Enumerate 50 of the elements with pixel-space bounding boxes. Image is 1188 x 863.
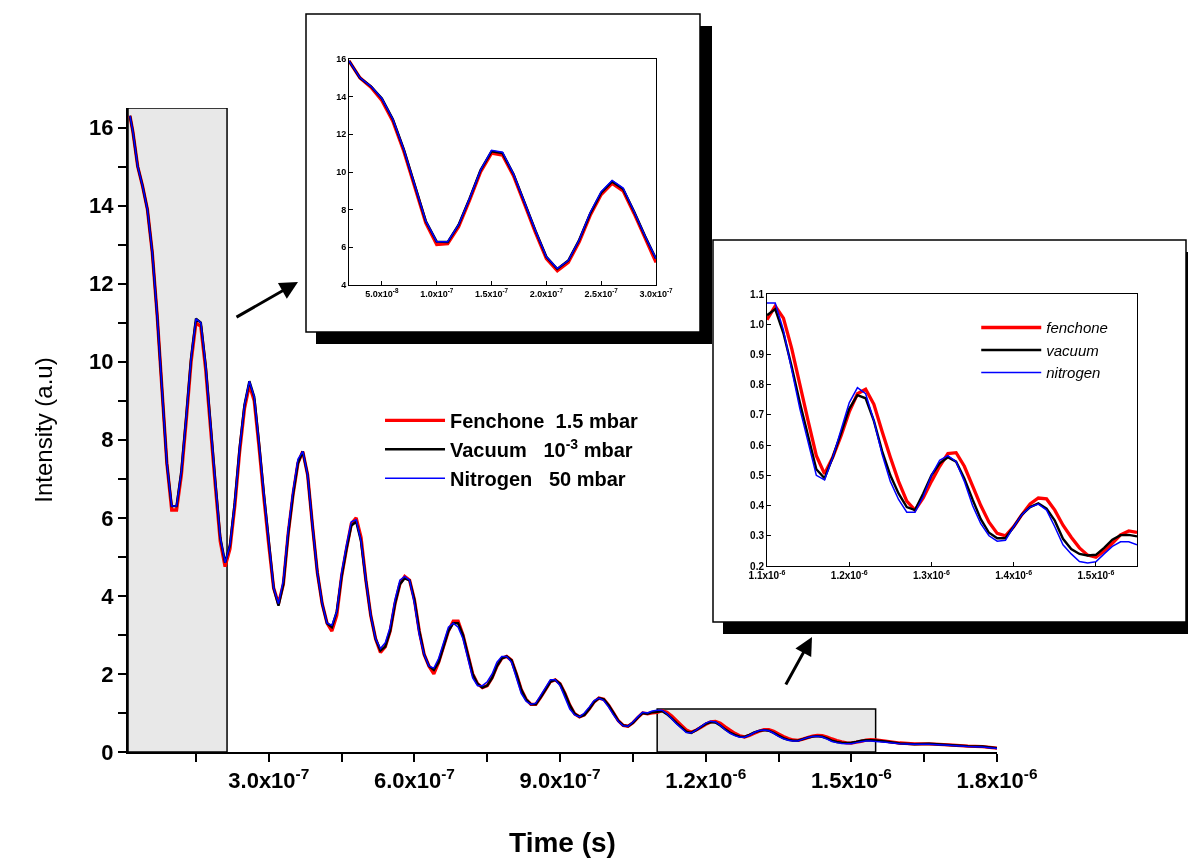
x-tick-label: 2.5x10$^{-7}$ (584, 287, 619, 299)
y-tick-label: 0 (101, 739, 114, 765)
y-tick-label: 0.6 (750, 439, 765, 451)
y-tick-label: 0.8 (750, 379, 765, 391)
x-axis-title: Time (s) (509, 827, 616, 858)
y-tick-label: 0.3 (750, 530, 765, 542)
y-tick-label: 8 (341, 204, 347, 215)
x-tick-label: 3.0x10$^{-7}$ (639, 287, 674, 299)
y-tick-label: 0.9 (750, 348, 765, 360)
x-tick-label: 1.8x10$^{-6}$ (956, 765, 1038, 794)
y-tick-label: 0.7 (750, 409, 765, 421)
x-tick-label: 1.4x10$^{-6}$ (995, 568, 1033, 581)
y-tick-label: 12 (89, 271, 114, 297)
y-tick-label: 16 (89, 115, 114, 141)
x-tick-label: 2.0x10$^{-7}$ (529, 287, 564, 299)
y-axis-title: Intensity (a.u) (29, 357, 57, 503)
x-tick-label: 1.5x10$^{-7}$ (474, 287, 509, 299)
x-tick-label: 6.0x10$^{-7}$ (373, 765, 455, 794)
x-tick-label: 1.2x10$^{-6}$ (830, 568, 868, 581)
y-tick-label: 6 (341, 242, 347, 253)
y-tick-label: 4 (341, 280, 347, 291)
x-tick-label: 5.0x10$^{-8}$ (365, 287, 399, 299)
y-tick-label: 14 (336, 91, 347, 102)
y-tick-label: 14 (89, 193, 115, 219)
legend-label: Fenchone 1.5 mbar (450, 410, 639, 433)
y-tick-label: 1.1 (750, 288, 765, 300)
legend-label: Vacuum 10$^{-3}$ mbar (450, 435, 633, 462)
y-tick-label: 0.5 (750, 469, 765, 481)
y-tick-label: 0.2 (750, 560, 765, 572)
legend-label: Nitrogen 50 mbar (450, 468, 626, 491)
y-tick-label: 0.4 (750, 500, 765, 512)
y-tick-label: 1.0 (750, 318, 765, 330)
x-tick-label: 1.2x10$^{-6}$ (665, 765, 747, 794)
x-tick-label: 1.3x10$^{-6}$ (913, 568, 950, 581)
y-tick-label: 4 (101, 583, 115, 609)
y-tick-label: 6 (101, 505, 114, 531)
y-tick-label: 16 (336, 54, 347, 65)
legend-label: nitrogen (1046, 364, 1101, 382)
x-tick-label: 3.0x10$^{-7}$ (228, 765, 310, 794)
y-tick-label: 8 (101, 427, 114, 453)
legend-label: fenchone (1046, 319, 1108, 337)
x-tick-label: 1.0x10$^{-7}$ (420, 287, 454, 299)
y-tick-label: 2 (101, 661, 114, 687)
y-tick-label: 10 (89, 349, 114, 375)
legend-label: vacuum (1046, 341, 1099, 359)
x-tick-label: 1.5x10$^{-6}$ (810, 765, 892, 794)
y-tick-label: 10 (336, 167, 347, 178)
y-tick-label: 12 (336, 129, 347, 140)
x-tick-label: 1.5x10$^{-6}$ (1077, 568, 1115, 581)
x-tick-label: 9.0x10$^{-7}$ (519, 765, 601, 794)
